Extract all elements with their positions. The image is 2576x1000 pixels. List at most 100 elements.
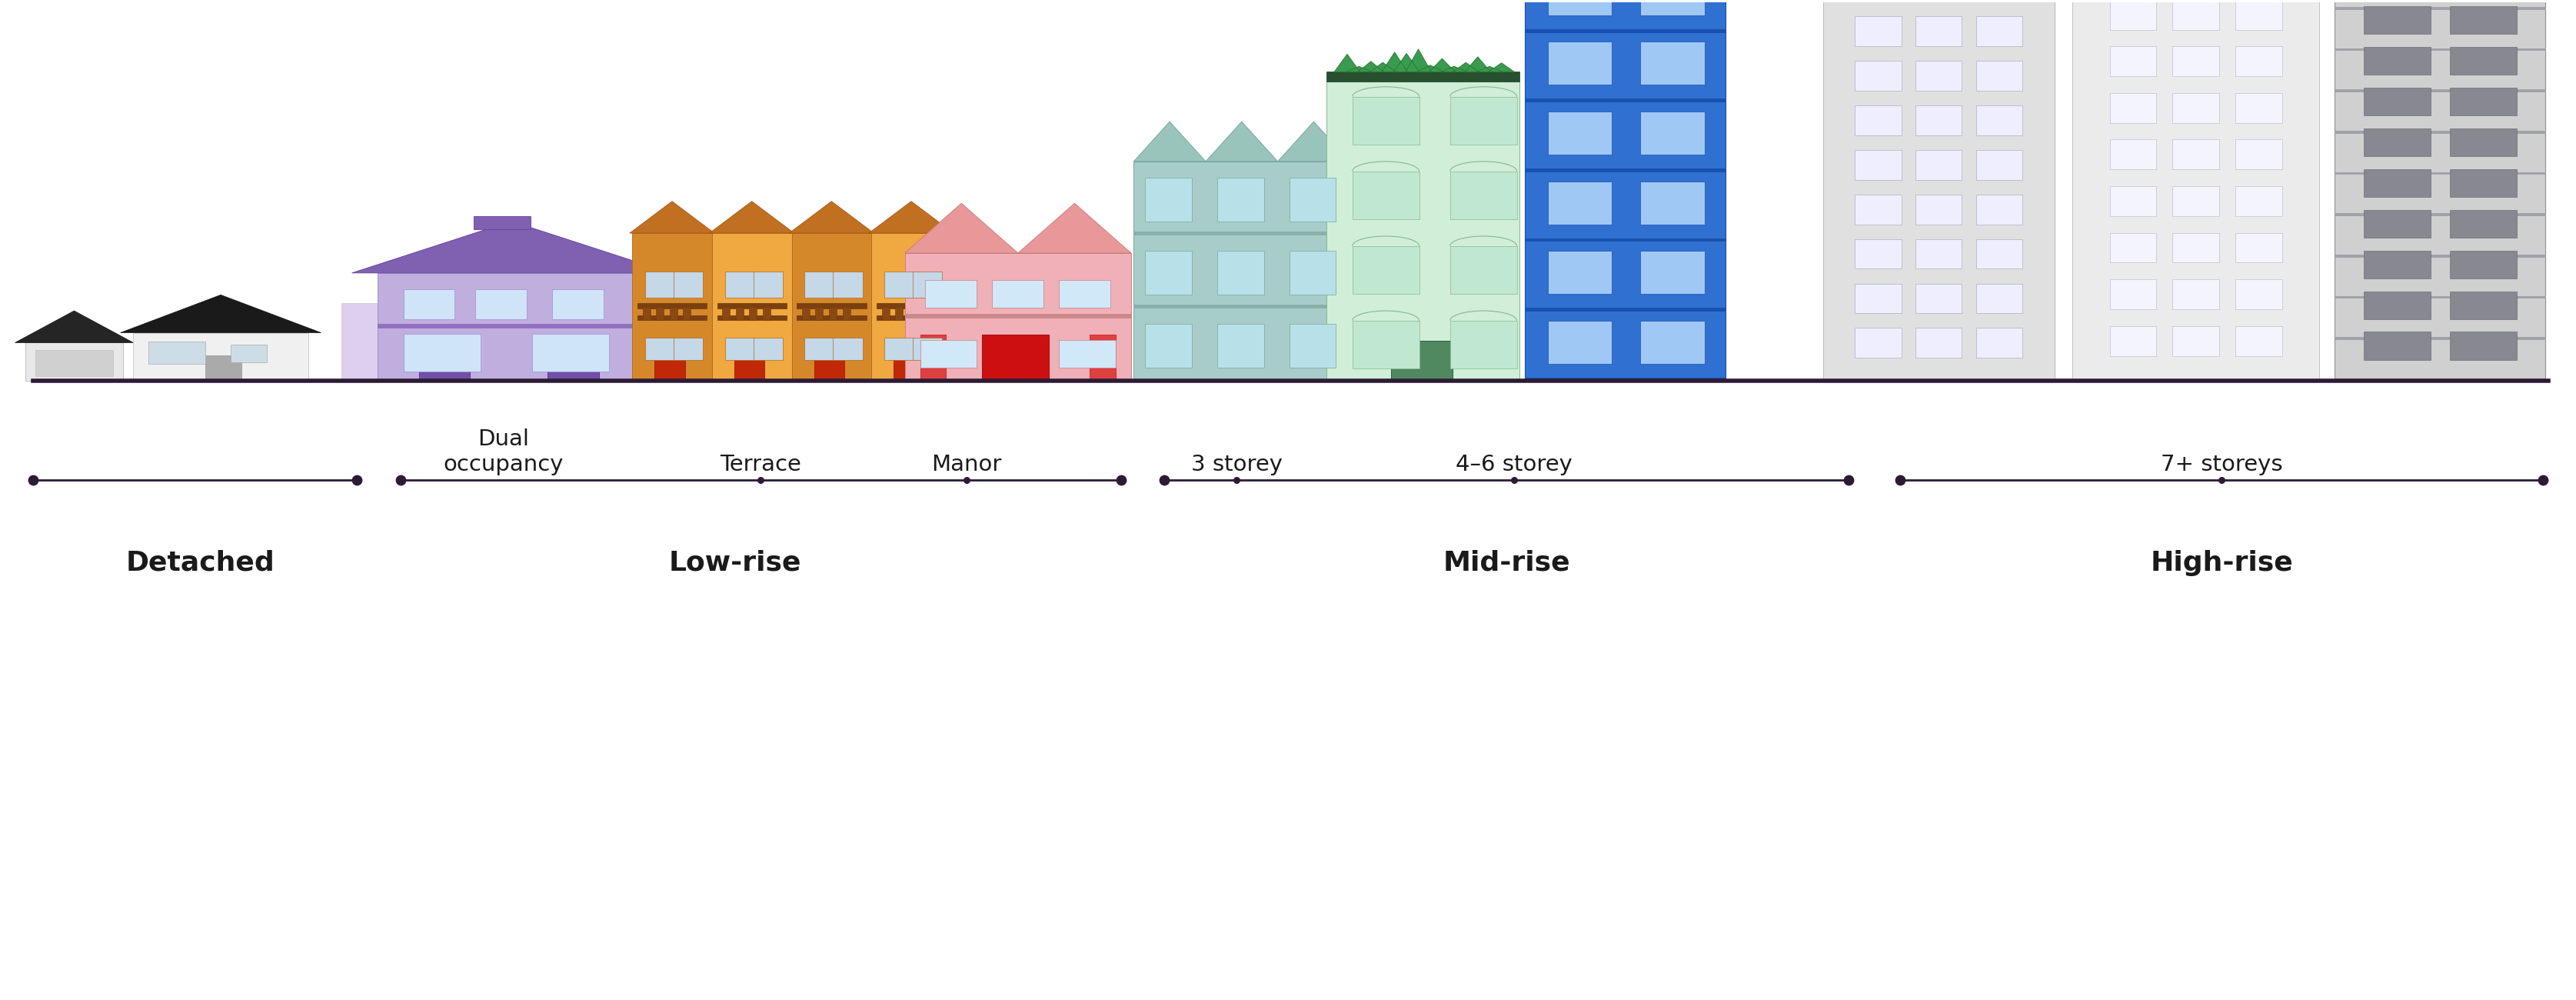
Text: Mid-rise: Mid-rise [1443, 550, 1571, 576]
Bar [804, 271, 835, 298]
Bar [1855, 239, 1901, 269]
Bar [1976, 328, 2022, 358]
Bar [1218, 178, 1265, 221]
Polygon shape [353, 221, 670, 273]
Bar [1855, 61, 1901, 91]
Bar [876, 315, 945, 320]
Bar [1824, 0, 2056, 381]
Bar [379, 324, 644, 328]
Bar [1641, 321, 1705, 364]
Bar [1976, 0, 2022, 2]
Polygon shape [904, 203, 1018, 253]
Bar [1133, 305, 1350, 307]
Point [2200, 472, 2241, 488]
Bar [1288, 178, 1337, 221]
Bar [2334, 131, 2545, 133]
Text: Low-rise: Low-rise [670, 550, 801, 576]
Bar [2450, 128, 2517, 156]
Bar [1548, 181, 1613, 224]
Bar [716, 303, 786, 308]
Polygon shape [1018, 203, 1131, 253]
Bar [1917, 61, 1963, 91]
Bar [2110, 186, 2156, 216]
Text: Detached: Detached [126, 550, 276, 576]
Bar [2450, 88, 2517, 116]
Bar [1917, 239, 1963, 269]
Bar [992, 280, 1043, 308]
Bar [2110, 233, 2156, 263]
Bar [2110, 279, 2156, 309]
Polygon shape [629, 201, 714, 233]
Bar [2236, 186, 2282, 216]
Bar [2450, 210, 2517, 238]
Bar [1917, 328, 1963, 358]
Bar [1146, 251, 1193, 294]
Bar [750, 307, 757, 320]
Bar [2334, 172, 2545, 174]
Text: 7+ storeys: 7+ storeys [2161, 454, 2282, 475]
Text: Manor: Manor [933, 454, 1002, 475]
Bar [1525, 238, 1726, 241]
Bar [636, 315, 706, 320]
Bar [1059, 340, 1115, 368]
Bar [1288, 251, 1337, 294]
Bar [1352, 97, 1419, 145]
Bar [2172, 233, 2218, 263]
Bar [2110, 93, 2156, 123]
Bar [801, 307, 809, 320]
Point [945, 472, 987, 488]
Bar [1855, 328, 1901, 358]
Bar [1641, 111, 1705, 155]
Bar [2236, 46, 2282, 76]
Bar [1917, 194, 1963, 224]
Bar [881, 307, 889, 320]
Text: High-rise: High-rise [2151, 550, 2293, 576]
Polygon shape [708, 201, 793, 233]
Bar [1352, 171, 1419, 219]
Polygon shape [868, 201, 953, 233]
Text: 4–6 storey: 4–6 storey [1455, 454, 1574, 475]
Bar [644, 271, 675, 298]
Bar [2365, 169, 2432, 197]
Bar [2365, 291, 2432, 319]
Bar [1976, 16, 2022, 46]
Bar [1548, 0, 1613, 15]
Bar [1218, 324, 1265, 367]
Bar [1641, 0, 1705, 15]
Bar [1641, 251, 1705, 294]
Bar [920, 340, 976, 368]
Bar [1327, 82, 1520, 381]
Bar [641, 307, 649, 320]
Bar [1525, 308, 1726, 311]
Bar [1352, 321, 1419, 369]
Bar [2450, 332, 2517, 360]
Bar [920, 335, 945, 381]
Bar [1548, 251, 1613, 294]
Bar [1391, 341, 1453, 381]
Bar [832, 271, 863, 298]
Bar [796, 315, 866, 320]
Bar [904, 253, 1131, 381]
Bar [474, 216, 531, 229]
Bar [1525, 168, 1726, 171]
Bar [817, 307, 824, 320]
Point [337, 472, 379, 488]
Bar [2334, 0, 2545, 381]
Bar [2334, 379, 2545, 381]
Bar [2172, 46, 2218, 76]
Bar [2450, 47, 2517, 75]
Bar [762, 307, 770, 320]
Bar [896, 307, 902, 320]
Bar [832, 338, 863, 360]
Bar [2236, 233, 2282, 263]
Bar [631, 233, 711, 381]
Bar [1525, 0, 1726, 381]
Bar [546, 343, 598, 381]
Bar [884, 338, 914, 360]
Bar [636, 303, 706, 308]
Polygon shape [788, 201, 873, 233]
Bar [1855, 194, 1901, 224]
Bar [1855, 0, 1901, 2]
Bar [420, 343, 471, 381]
Bar [2110, 46, 2156, 76]
